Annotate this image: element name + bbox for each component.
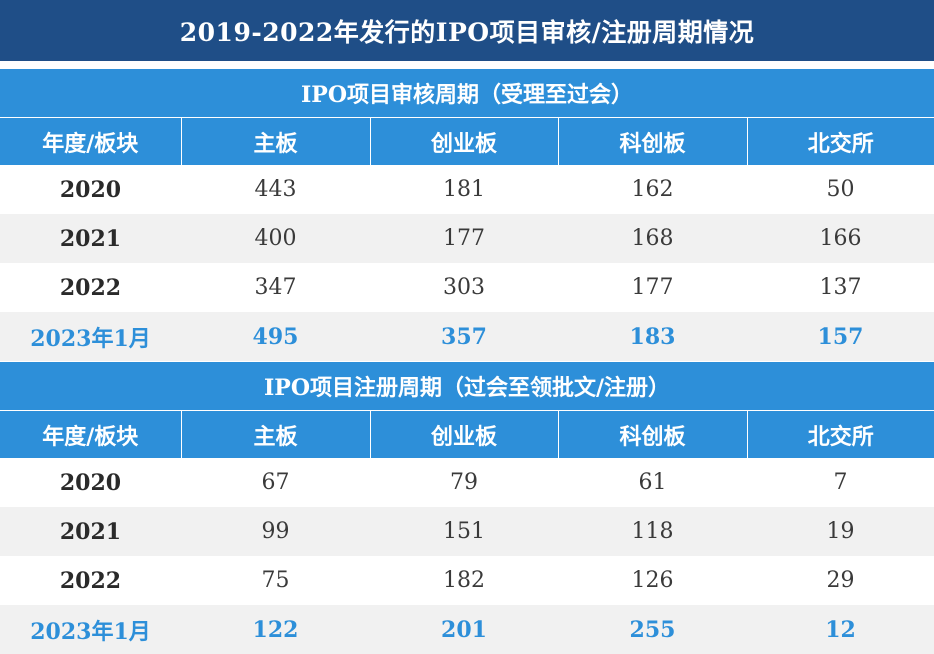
table-cell: 201 [370,605,558,654]
column-header: 科创板 [557,117,747,165]
section-title: IPO项目注册周期（过会至领批文/注册） [0,362,934,411]
table-cell: 122 [181,605,370,654]
row-label: 2022 [59,274,122,301]
table-row: 2020 443 181 162 50 [0,165,934,214]
table-row: 2022 75 182 126 29 [0,556,934,605]
table-cell: 67 [261,470,290,495]
row-label: 2020 [59,176,122,203]
column-header: 年度/板块 [0,410,181,458]
table-cell: 182 [443,568,485,593]
column-header: 北交所 [746,117,934,165]
page-title-bar: 2019-2022年发行的IPO项目审核/注册周期情况 [0,0,934,61]
table-cell: 50 [826,177,855,202]
table-cell: 177 [631,275,674,300]
section-header: IPO项目审核周期（受理至过会） [0,69,934,118]
table-row: 2022 347 303 177 137 [0,263,934,312]
column-header: 年度/板块 [0,117,181,165]
table-cell: 177 [370,214,558,263]
column-header-row: 年度/板块 主板 创业板 科创板 北交所 [0,410,934,458]
table-cell: 137 [819,275,862,300]
table-cell: 162 [631,177,674,202]
column-header: 创业板 [369,117,558,165]
section-title: IPO项目审核周期（受理至过会） [0,69,934,118]
table-cell: 181 [443,177,485,202]
table-cell: 443 [254,177,297,202]
column-header: 北交所 [746,410,934,458]
row-label: 2023年1月 [0,605,181,654]
table-cell: 400 [181,214,370,263]
column-header: 主板 [180,117,370,165]
table-cell: 347 [254,275,297,300]
table-cell: 79 [450,470,478,495]
table-row-highlight: 2023年1月 122 201 255 12 [0,605,934,654]
column-header-row: 年度/板块 主板 创业板 科创板 北交所 [0,117,934,165]
row-label: 2023年1月 [0,312,181,361]
table-cell: 168 [558,214,747,263]
table-cell: 166 [747,214,934,263]
table-cell: 118 [558,507,747,556]
row-label: 2022 [59,567,122,594]
column-header: 创业板 [369,410,558,458]
table-cell: 151 [370,507,558,556]
column-header: 主板 [180,410,370,458]
table-cell: 29 [826,568,855,593]
table-cell: 495 [181,312,370,361]
page-title: 2019-2022年发行的IPO项目审核/注册周期情况 [179,17,755,47]
table-cell: 157 [747,312,934,361]
table-cell: 61 [638,470,667,495]
registration-cycle-table: IPO项目注册周期（过会至领批文/注册） 年度/板块 主板 创业板 科创板 北交… [0,362,934,654]
table-cell: 357 [370,312,558,361]
table-cell: 12 [747,605,934,654]
table-cell: 303 [443,275,485,300]
table-cell: 7 [833,470,848,495]
table-row: 2021 400 177 168 166 [0,214,934,263]
row-label: 2021 [0,214,181,263]
table-cell: 99 [181,507,370,556]
review-cycle-table: IPO项目审核周期（受理至过会） 年度/板块 主板 创业板 科创板 北交所 20… [0,69,934,361]
row-label: 2020 [59,469,122,496]
section-header: IPO项目注册周期（过会至领批文/注册） [0,362,934,411]
table-row: 2020 67 79 61 7 [0,458,934,507]
table-cell: 255 [558,605,747,654]
table-row-highlight: 2023年1月 495 357 183 157 [0,312,934,361]
row-label: 2021 [0,507,181,556]
table-cell: 183 [558,312,747,361]
table-cell: 19 [747,507,934,556]
table-row: 2021 99 151 118 19 [0,507,934,556]
column-header: 科创板 [557,410,747,458]
table-cell: 126 [631,568,674,593]
table-cell: 75 [261,568,290,593]
